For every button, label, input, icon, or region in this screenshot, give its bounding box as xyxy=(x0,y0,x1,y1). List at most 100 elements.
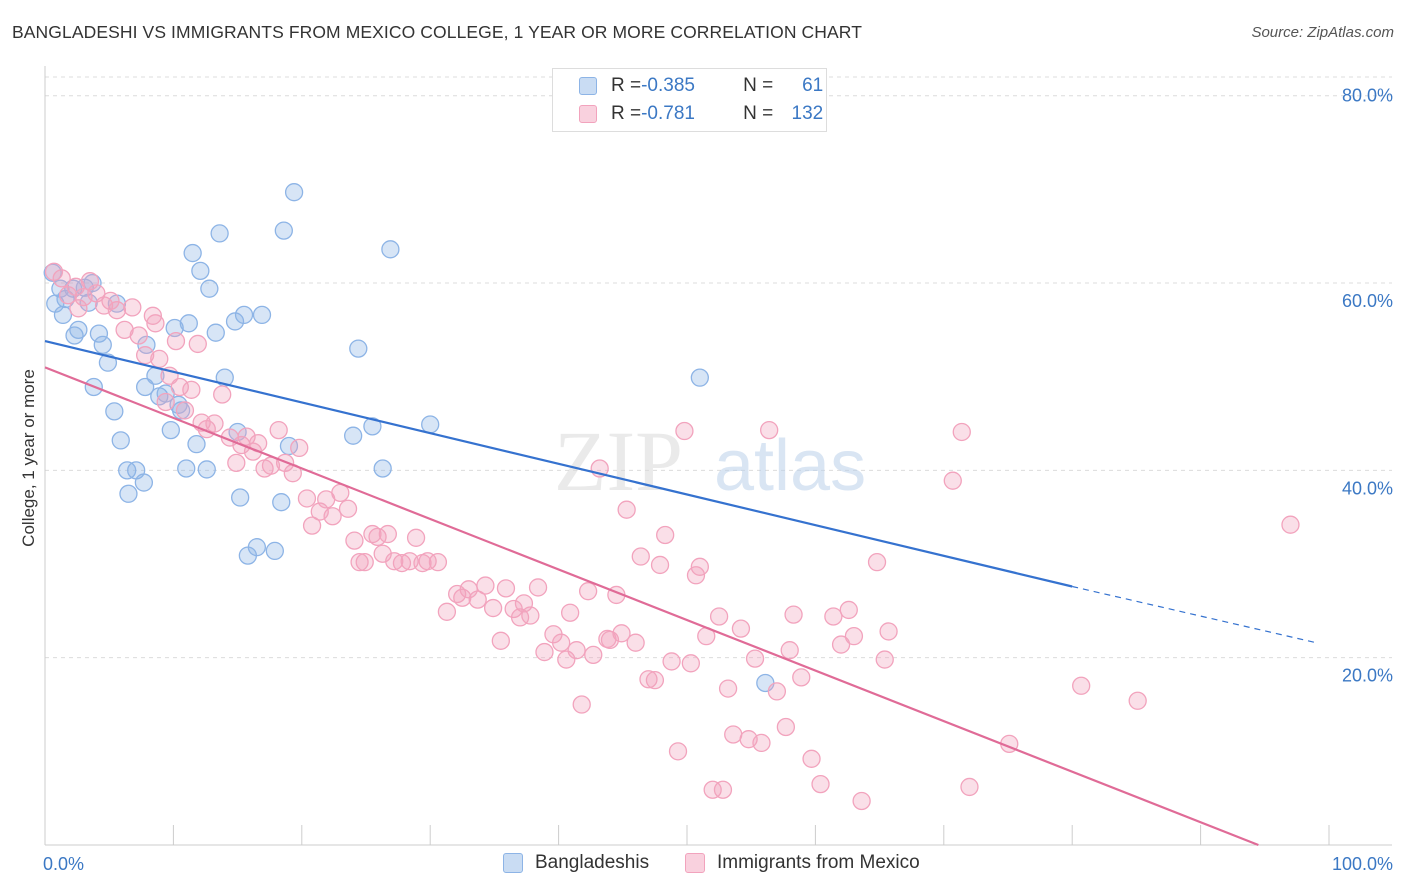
point-bangladeshis xyxy=(89,324,109,343)
correlation-legend: R = -0.385 N = 61 R = -0.781 N = 132 xyxy=(552,68,827,132)
n-value: 61 xyxy=(802,75,824,96)
point-mexico xyxy=(943,471,962,490)
point-bangladeshis xyxy=(231,488,250,507)
n-label: N = xyxy=(743,103,774,124)
point-mexico xyxy=(626,633,645,652)
point-mexico xyxy=(561,603,580,622)
point-mexico xyxy=(572,695,591,714)
point-mexico xyxy=(780,641,799,660)
point-mexico xyxy=(802,749,821,768)
trend-line-mexico xyxy=(44,366,1259,847)
r-label: R = xyxy=(611,75,642,96)
point-mexico xyxy=(709,607,729,626)
trend-line-bangladeshis xyxy=(44,340,1073,588)
point-mexico xyxy=(269,420,288,440)
point-bangladeshis xyxy=(119,484,138,503)
point-mexico xyxy=(875,650,894,669)
tick-labels: 20.0% 40.0% 60.0% 80.0% 0.0% 100.0% xyxy=(43,86,1393,874)
point-mexico xyxy=(792,668,811,687)
point-mexico xyxy=(598,629,617,649)
point-mexico xyxy=(146,314,165,333)
point-mexico xyxy=(175,401,195,420)
point-mexico xyxy=(645,671,665,690)
point-mexico xyxy=(535,642,554,662)
point-mexico xyxy=(631,547,650,566)
point-bangladeshis xyxy=(197,460,216,479)
point-mexico xyxy=(668,742,688,761)
point-mexico xyxy=(578,582,598,601)
point-mexico xyxy=(1281,515,1300,534)
legend-label-mexico: Immigrants from Mexico xyxy=(717,852,920,873)
point-mexico xyxy=(491,631,510,650)
point-bangladeshis xyxy=(53,305,73,325)
point-bangladeshis xyxy=(183,243,202,263)
point-mexico xyxy=(521,606,540,625)
point-mexico xyxy=(879,622,898,641)
point-mexico xyxy=(188,334,207,354)
point-mexico xyxy=(703,780,722,799)
trend-line-bangladeshis-extension xyxy=(1072,585,1317,644)
point-bangladeshis xyxy=(690,368,709,387)
point-bangladeshis xyxy=(191,261,210,281)
point-mexico xyxy=(323,507,342,526)
point-bangladeshis xyxy=(421,415,440,434)
point-mexico xyxy=(656,525,675,545)
point-bangladeshis xyxy=(200,279,219,298)
point-bangladeshis xyxy=(161,420,180,440)
point-bangladeshis xyxy=(79,293,98,312)
point-mexico xyxy=(378,524,397,544)
x-tick-label: 0.0% xyxy=(43,854,84,874)
point-mexico xyxy=(960,777,979,797)
y-tick-label: 60.0% xyxy=(1342,291,1393,311)
point-mexico xyxy=(483,598,503,618)
trend-lines xyxy=(44,340,1317,847)
x-tick-label: 100.0% xyxy=(1332,854,1393,874)
point-bangladeshis xyxy=(69,320,88,340)
point-mexico xyxy=(731,619,751,638)
legend-item-bangladeshis: Bangladeshis xyxy=(503,852,649,874)
y-tick-label: 20.0% xyxy=(1342,666,1393,686)
point-bangladeshis xyxy=(274,221,293,240)
point-mexico xyxy=(852,791,871,811)
point-mexico xyxy=(617,500,636,519)
point-mexico xyxy=(350,553,369,572)
point-mexico xyxy=(745,649,765,668)
point-mexico xyxy=(150,349,169,369)
point-bangladeshis xyxy=(265,541,284,561)
point-mexico xyxy=(1128,691,1147,710)
point-mexico xyxy=(437,602,457,621)
point-bangladeshis xyxy=(187,434,206,454)
point-mexico xyxy=(468,590,487,609)
point-mexico xyxy=(724,725,743,744)
point-mexico xyxy=(302,516,322,535)
point-mexico xyxy=(52,269,71,288)
legend-row-bangladeshis: R = -0.385 N = 61 xyxy=(553,73,823,99)
r-label: R = xyxy=(611,103,642,124)
point-bangladeshis xyxy=(284,183,304,202)
point-mexico xyxy=(213,385,232,404)
point-mexico xyxy=(123,298,142,317)
scatter-points xyxy=(43,183,1300,811)
point-mexico xyxy=(831,635,851,654)
point-mexico xyxy=(681,654,701,673)
legend-swatch-bangladeshis xyxy=(579,77,597,95)
point-mexico xyxy=(406,528,426,547)
point-mexico xyxy=(952,422,971,442)
legend-item-mexico: Immigrants from Mexico xyxy=(685,852,920,874)
point-bangladeshis xyxy=(234,305,254,325)
point-bangladeshis xyxy=(105,402,124,421)
point-mexico xyxy=(368,527,387,547)
legend-swatch-mexico xyxy=(685,853,705,873)
point-bangladeshis xyxy=(247,538,267,557)
point-bangladeshis xyxy=(349,339,368,358)
point-mexico xyxy=(650,555,670,575)
point-bangladeshis xyxy=(206,323,225,342)
point-mexico xyxy=(784,605,803,624)
watermark-atlas: atlas xyxy=(714,426,866,506)
point-mexico xyxy=(639,670,658,689)
point-mexico xyxy=(844,626,864,646)
point-mexico xyxy=(297,489,317,508)
point-mexico xyxy=(182,380,201,399)
point-mexico xyxy=(752,733,771,753)
